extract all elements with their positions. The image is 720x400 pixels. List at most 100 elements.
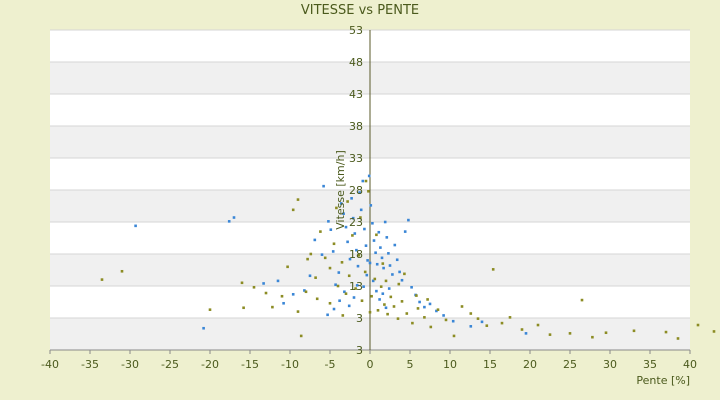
scatter-point bbox=[426, 298, 429, 301]
scatter-point bbox=[371, 221, 374, 225]
scatter-point bbox=[423, 305, 426, 309]
x-tick-label: -30 bbox=[121, 358, 139, 371]
x-axis-label: Pente [%] bbox=[636, 374, 690, 387]
scatter-point bbox=[375, 289, 378, 293]
scatter-point bbox=[348, 257, 352, 261]
scatter-point bbox=[319, 230, 322, 233]
scatter-point bbox=[335, 206, 338, 210]
x-tick-label: 0 bbox=[367, 358, 374, 371]
scatter-point bbox=[387, 287, 391, 290]
scatter-point bbox=[604, 331, 608, 335]
scatter-point bbox=[410, 285, 413, 289]
scatter-point bbox=[208, 308, 212, 311]
scatter-point bbox=[359, 216, 362, 219]
scatter-point bbox=[383, 220, 387, 224]
scatter-point bbox=[120, 269, 124, 273]
scatter-point bbox=[363, 227, 366, 231]
scatter-point bbox=[428, 302, 432, 306]
x-tick-label: -25 bbox=[161, 358, 179, 371]
scatter-point bbox=[304, 290, 308, 294]
scatter-point bbox=[308, 274, 312, 278]
scatter-point bbox=[358, 191, 361, 194]
scatter-point bbox=[367, 189, 370, 193]
scatter-point bbox=[355, 248, 358, 252]
x-tick-label: 40 bbox=[683, 358, 697, 371]
x-tick-label: -10 bbox=[281, 358, 299, 371]
scatter-point bbox=[320, 253, 324, 256]
y-tick-label: 38 bbox=[349, 120, 363, 133]
scatter-point bbox=[242, 306, 245, 310]
x-tick-label: 5 bbox=[407, 358, 414, 371]
y-tick-label: 13 bbox=[349, 280, 363, 293]
scatter-point bbox=[384, 279, 388, 283]
scatter-point bbox=[375, 233, 378, 237]
scatter-point bbox=[296, 310, 300, 313]
scatter-point bbox=[334, 283, 337, 287]
scatter-point bbox=[520, 328, 524, 331]
x-tick-label: -35 bbox=[81, 358, 99, 371]
scatter-point bbox=[338, 299, 341, 303]
scatter-point bbox=[380, 256, 384, 260]
scatter-point bbox=[282, 301, 285, 305]
scatter-point bbox=[712, 330, 716, 333]
scatter-point bbox=[382, 266, 385, 270]
scatter-point bbox=[452, 334, 456, 338]
scatter-point bbox=[313, 238, 317, 242]
scatter-point bbox=[405, 312, 409, 315]
scatter-point bbox=[411, 321, 414, 325]
scatter-point bbox=[363, 270, 367, 274]
scatter-point bbox=[360, 299, 364, 303]
scatter-point bbox=[252, 285, 256, 289]
scatter-point bbox=[343, 290, 346, 294]
scatter-point bbox=[391, 273, 394, 276]
scatter-point bbox=[469, 325, 473, 328]
scatter-point bbox=[271, 305, 274, 309]
tick-labels: -40 -35 -30 -25 -20 -15 -10 -5 0 5 10 15 20 25 30 35 40 3… bbox=[41, 24, 697, 371]
scatter-point bbox=[397, 282, 401, 286]
scatter-point bbox=[368, 310, 372, 314]
scatter-point bbox=[346, 240, 349, 244]
scatter-point bbox=[227, 220, 231, 223]
scatter-point bbox=[476, 317, 480, 320]
scatter-point bbox=[423, 316, 426, 319]
scatter-point bbox=[418, 300, 421, 304]
scatter-point bbox=[240, 281, 244, 285]
scatter-point bbox=[264, 291, 268, 295]
scatter-point bbox=[341, 314, 345, 317]
scatter-point bbox=[436, 308, 440, 311]
scatter-point bbox=[384, 306, 388, 310]
scatter-point bbox=[332, 242, 336, 246]
scatter-point bbox=[291, 208, 295, 212]
scatter-point bbox=[329, 228, 333, 231]
scatter-point bbox=[383, 303, 386, 306]
scatter-point bbox=[303, 289, 306, 292]
scatter-point bbox=[352, 296, 356, 299]
scatter-point bbox=[331, 250, 335, 253]
scatter-point bbox=[362, 285, 365, 288]
scatter-point bbox=[403, 230, 407, 233]
scatter-point bbox=[332, 307, 336, 311]
scatter-point bbox=[328, 301, 332, 305]
scatter-point bbox=[346, 200, 349, 203]
scatter-point bbox=[326, 313, 329, 317]
scatter-point bbox=[365, 273, 369, 277]
scatter-point bbox=[309, 252, 313, 256]
y-tick-label: 18 bbox=[349, 248, 363, 261]
scatter-point bbox=[353, 232, 357, 235]
scatter-point bbox=[676, 337, 680, 340]
scatter-point bbox=[415, 294, 418, 297]
scatter-point bbox=[435, 309, 438, 313]
y-tick-label: 3 bbox=[356, 344, 363, 357]
data-points bbox=[100, 174, 716, 340]
x-tick-label: 20 bbox=[523, 358, 537, 371]
x-tick-label: -5 bbox=[325, 358, 336, 371]
scatter-point bbox=[354, 287, 357, 290]
y-tick-label: 23 bbox=[349, 216, 363, 229]
scatter-point bbox=[371, 279, 375, 283]
x-tick-label: -40 bbox=[41, 358, 59, 371]
scatter-point bbox=[299, 334, 303, 338]
scatter-point bbox=[100, 278, 104, 281]
scatter-point bbox=[327, 220, 330, 223]
